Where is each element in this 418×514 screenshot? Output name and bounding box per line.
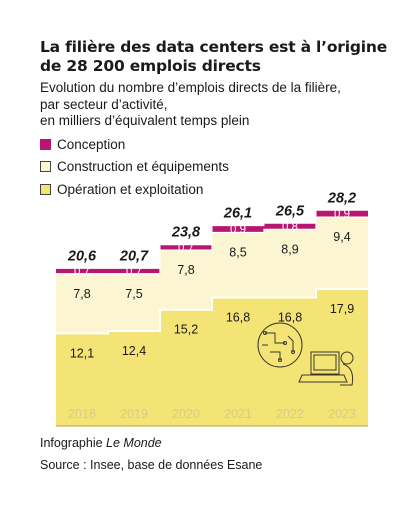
subtitle-line-3: en milliers d’équivalent temps plein (40, 113, 250, 128)
subtitle-line-2: par secteur d’activité, (40, 96, 168, 112)
label-total-2023: 28,2 (327, 190, 356, 206)
boundary-operation (56, 288, 368, 335)
x-tick-2021: 2021 (224, 407, 252, 421)
label-operation-2022: 16,8 (278, 310, 302, 324)
label-construction-2023: 9,4 (333, 230, 350, 244)
legend-swatch-conception (40, 138, 51, 150)
label-total-2019: 20,7 (119, 248, 149, 264)
legend-item-construction: Construction et équipements (40, 156, 380, 179)
legend-item-operation: Opération et exploitation (40, 178, 380, 201)
label-total-2021: 26,1 (223, 206, 252, 222)
subtitle-line-1: Evolution du nombre d’emplois directs de… (40, 80, 341, 95)
label-operation-2023: 17,9 (330, 302, 354, 316)
label-total-2022: 26,5 (275, 203, 305, 219)
chart-subtitle: Evolution du nombre d’emplois directs de… (40, 80, 400, 130)
x-tick-2020: 2020 (172, 407, 200, 421)
label-construction-2022: 8,9 (281, 242, 298, 256)
legend: Conception Construction et équipements O… (40, 133, 380, 201)
chart-title: La filière des data centers est à l’orig… (40, 38, 390, 76)
technician-illustration (257, 322, 354, 386)
label-operation-2019: 12,4 (122, 344, 146, 358)
x-tick-2018: 2018 (68, 407, 96, 421)
label-conception-2021: 0,9 (230, 224, 246, 236)
title-line-1: La filière des data centers est à l’orig… (40, 38, 388, 56)
credit-brand: Le Monde (106, 436, 162, 450)
label-total-2018: 20,6 (67, 248, 97, 264)
label-construction-2019: 7,5 (125, 287, 142, 301)
label-conception-2022: 0,8 (282, 221, 298, 233)
footer-source: Source : Insee, base de données Esane (40, 458, 263, 472)
label-conception-2023: 0,9 (334, 209, 350, 221)
x-tick-2019: 2019 (120, 407, 148, 421)
label-total-2020: 23,8 (171, 225, 201, 241)
label-conception-2018: 0,7 (74, 266, 90, 278)
label-conception-2020: 0,7 (178, 242, 194, 254)
x-tick-2022: 2022 (276, 407, 304, 421)
legend-swatch-operation (40, 183, 51, 195)
credit-prefix: Infographie (40, 436, 107, 450)
band-conception (56, 210, 368, 274)
boundary-top (56, 209, 368, 269)
band-construction (56, 217, 368, 334)
legend-label-conception: Conception (57, 136, 126, 152)
footer-credit: Infographie Le Monde (40, 436, 162, 450)
label-operation-2020: 15,2 (174, 323, 198, 337)
label-construction-2020: 7,8 (177, 263, 194, 277)
label-operation-2018: 12,1 (70, 346, 94, 360)
label-construction-2018: 7,8 (73, 287, 90, 301)
legend-item-conception: Conception (40, 133, 380, 156)
label-construction-2021: 8,5 (229, 245, 246, 259)
legend-label-operation: Opération et exploitation (57, 181, 204, 197)
legend-swatch-construction (40, 161, 51, 173)
label-conception-2019: 0,7 (126, 266, 142, 278)
legend-label-construction: Construction et équipements (57, 159, 229, 175)
band-operation (56, 289, 368, 426)
title-line-2: de 28 200 emplois directs (40, 57, 261, 75)
label-operation-2021: 16,8 (226, 310, 250, 324)
x-tick-2023: 2023 (328, 407, 356, 421)
